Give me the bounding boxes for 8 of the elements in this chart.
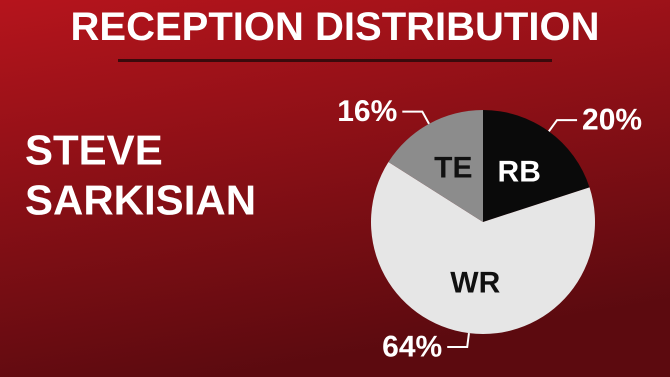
data-label: 20% — [582, 104, 642, 137]
slice-label: RB — [498, 156, 541, 189]
slice-label: WR — [450, 266, 501, 300]
data-label: 16% — [337, 95, 398, 128]
slice-label: TE — [434, 152, 472, 185]
text: STEVE SARKISIAN — [25, 126, 256, 224]
data-label: 64% — [382, 330, 442, 364]
chart-title: RECEPTION DISTRIBUTION — [70, 5, 600, 49]
